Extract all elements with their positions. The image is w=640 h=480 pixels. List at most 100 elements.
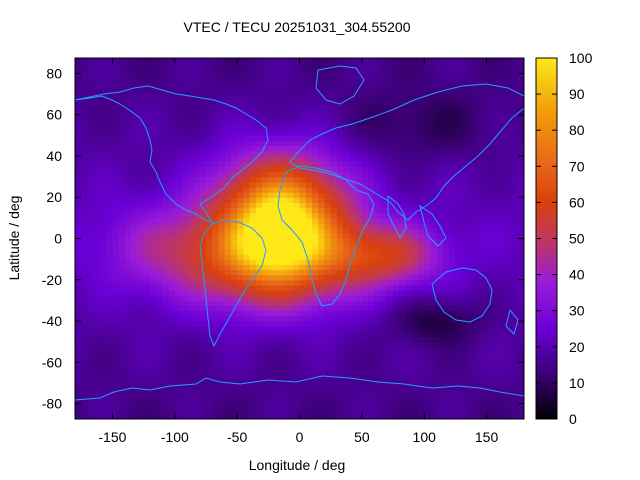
heatmap-cell bbox=[87, 346, 95, 353]
heatmap-cell bbox=[187, 202, 195, 209]
heatmap-cell bbox=[311, 83, 319, 90]
heatmap-cell bbox=[393, 269, 400, 276]
heatmap-cell bbox=[393, 99, 400, 106]
heatmap-cell bbox=[205, 279, 213, 286]
heatmap-cell bbox=[205, 346, 213, 353]
heatmap-cell bbox=[118, 78, 126, 85]
heatmap-cell bbox=[324, 284, 332, 291]
heatmap-cell bbox=[386, 212, 394, 219]
heatmap-cell bbox=[218, 83, 226, 90]
heatmap-cell bbox=[268, 372, 276, 379]
heatmap-cell bbox=[230, 357, 238, 363]
heatmap-cell bbox=[143, 398, 151, 405]
heatmap-cell bbox=[93, 114, 101, 121]
heatmap-cell bbox=[405, 413, 413, 419]
heatmap-cell bbox=[374, 357, 382, 363]
heatmap-cell bbox=[311, 94, 319, 100]
heatmap-cell bbox=[467, 228, 475, 234]
heatmap-cell bbox=[137, 135, 145, 142]
heatmap-cell bbox=[293, 197, 301, 203]
heatmap-cell bbox=[511, 233, 519, 240]
heatmap-cell bbox=[237, 109, 244, 116]
heatmap-cell bbox=[361, 326, 369, 332]
heatmap-cell bbox=[505, 351, 513, 358]
heatmap-cell bbox=[87, 362, 95, 369]
heatmap-cell bbox=[474, 310, 481, 317]
heatmap-cell bbox=[168, 413, 176, 419]
heatmap-cell bbox=[262, 321, 269, 327]
heatmap-cell bbox=[249, 398, 257, 405]
heatmap-cell bbox=[274, 408, 282, 415]
heatmap-cell bbox=[224, 326, 232, 332]
heatmap-cell bbox=[492, 253, 500, 260]
heatmap-cell bbox=[405, 161, 413, 167]
heatmap-cell bbox=[368, 73, 375, 80]
heatmap-cell bbox=[330, 125, 338, 131]
heatmap-cell bbox=[118, 336, 126, 343]
heatmap-cell bbox=[436, 372, 444, 379]
heatmap-cell bbox=[461, 357, 469, 363]
heatmap-cell bbox=[324, 155, 332, 162]
heatmap-cell bbox=[243, 114, 251, 121]
heatmap-cell bbox=[268, 274, 276, 281]
heatmap-cell bbox=[249, 197, 257, 203]
heatmap-cell bbox=[399, 259, 407, 265]
heatmap-cell bbox=[492, 367, 500, 374]
heatmap-cell bbox=[361, 295, 369, 301]
heatmap-cell bbox=[230, 284, 238, 291]
heatmap-cell bbox=[299, 248, 307, 255]
heatmap-cell bbox=[455, 377, 463, 384]
heatmap-cell bbox=[124, 305, 132, 312]
heatmap-cell bbox=[156, 58, 163, 64]
heatmap-cell bbox=[380, 192, 388, 198]
heatmap-cell bbox=[143, 166, 151, 173]
heatmap-cell bbox=[349, 326, 357, 332]
heatmap-cell bbox=[106, 150, 114, 157]
heatmap-cell bbox=[480, 207, 488, 214]
heatmap-cell bbox=[149, 284, 157, 291]
heatmap-cell bbox=[280, 58, 288, 64]
heatmap-cell bbox=[280, 197, 288, 203]
heatmap-cell bbox=[442, 119, 450, 126]
heatmap-cell bbox=[280, 207, 288, 214]
heatmap-cell bbox=[224, 367, 232, 374]
heatmap-cell bbox=[430, 269, 438, 276]
heatmap-cell bbox=[343, 315, 350, 322]
heatmap-cell bbox=[81, 109, 89, 116]
heatmap-cell bbox=[461, 295, 469, 301]
heatmap-cell bbox=[262, 408, 269, 415]
heatmap-cell bbox=[106, 125, 114, 131]
heatmap-cell bbox=[480, 186, 488, 193]
heatmap-cell bbox=[455, 114, 463, 121]
heatmap-cell bbox=[149, 202, 157, 209]
heatmap-cell bbox=[249, 243, 257, 250]
heatmap-cell bbox=[218, 351, 226, 358]
heatmap-cell bbox=[81, 83, 89, 90]
heatmap-cell bbox=[99, 181, 107, 188]
heatmap-cell bbox=[199, 362, 207, 369]
heatmap-cell bbox=[212, 83, 220, 90]
heatmap-cell bbox=[411, 346, 419, 353]
heatmap-cell bbox=[255, 73, 263, 80]
heatmap-cell bbox=[255, 243, 263, 250]
heatmap-cell bbox=[293, 305, 301, 312]
heatmap-cell bbox=[149, 274, 157, 281]
heatmap-cell bbox=[280, 398, 288, 405]
heatmap-cell bbox=[243, 362, 251, 369]
heatmap-cell bbox=[424, 238, 432, 245]
heatmap-cell bbox=[361, 264, 369, 271]
heatmap-cell bbox=[474, 78, 481, 85]
heatmap-cell bbox=[224, 73, 232, 80]
heatmap-cell bbox=[87, 243, 95, 250]
heatmap-cell bbox=[230, 233, 238, 240]
heatmap-cell bbox=[212, 408, 220, 415]
heatmap-cell bbox=[274, 176, 282, 183]
heatmap-cell bbox=[143, 58, 151, 64]
heatmap-cell bbox=[349, 155, 357, 162]
heatmap-cell bbox=[124, 413, 132, 419]
heatmap-cell bbox=[442, 388, 450, 394]
heatmap-cell bbox=[106, 155, 114, 162]
heatmap-cell bbox=[411, 413, 419, 419]
heatmap-cell bbox=[181, 88, 188, 95]
heatmap-cell bbox=[237, 243, 244, 250]
